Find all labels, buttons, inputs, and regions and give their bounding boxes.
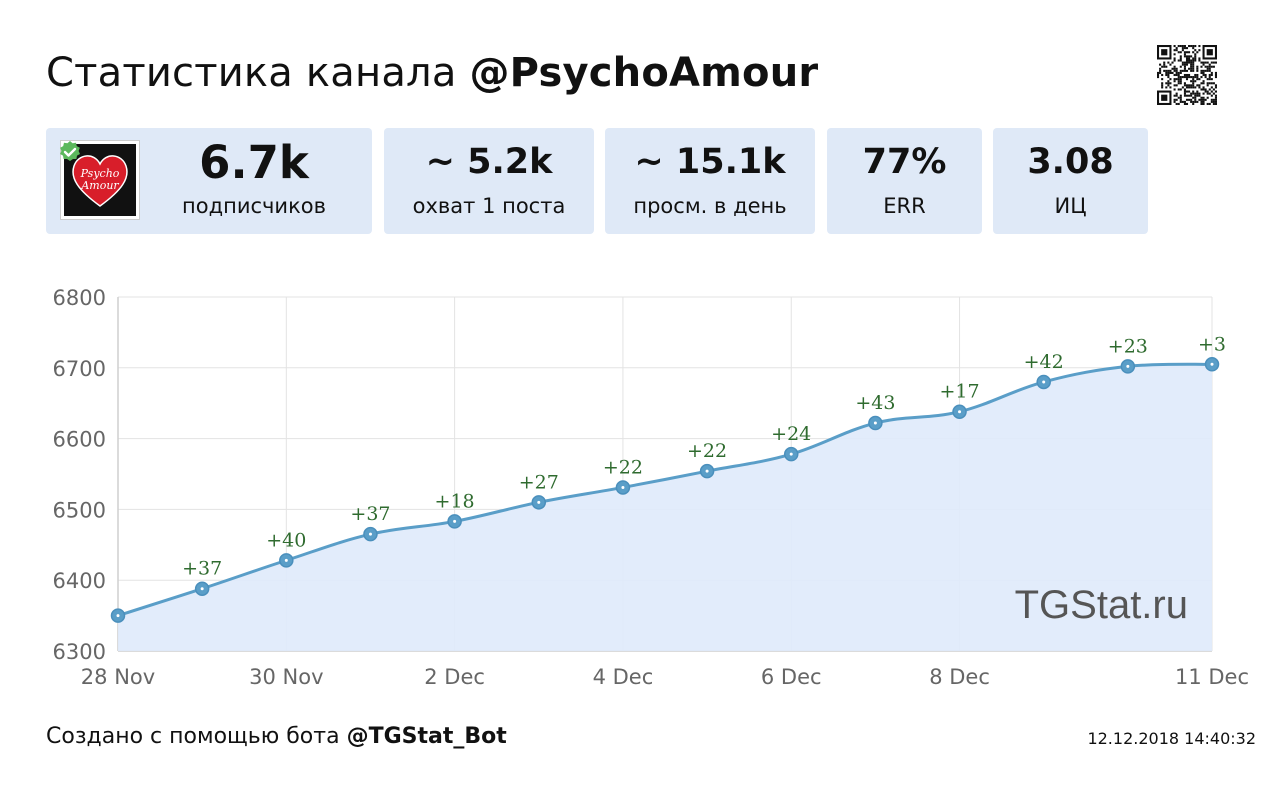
stat-label: просм. в день [633, 194, 787, 218]
chart-area-fill [118, 364, 1212, 651]
data-point-center [873, 421, 877, 425]
stat-value: ~ 5.2k [425, 142, 553, 182]
y-tick-label: 6300 [53, 640, 106, 664]
stat-card-reach: ~ 5.2k охват 1 поста [384, 128, 594, 234]
title-prefix: Статистика канала [46, 50, 470, 96]
avatar: Psycho Amour [60, 140, 140, 220]
data-label: +22 [603, 456, 643, 478]
data-label: +42 [1024, 351, 1064, 373]
data-point-center [453, 519, 457, 523]
chart-points [110, 357, 1220, 623]
data-point-center [116, 614, 120, 618]
data-point-center [200, 587, 204, 591]
data-point-center [705, 469, 709, 473]
data-point-center [284, 558, 288, 562]
avatar-text-line2: Amour [80, 179, 119, 192]
data-label: +17 [939, 381, 979, 403]
data-label: +37 [350, 503, 390, 525]
data-label: +18 [435, 490, 475, 512]
data-point-center [1126, 364, 1130, 368]
channel-handle: @PsychoAmour [469, 50, 819, 96]
data-label: +3 [1198, 333, 1226, 355]
x-tick-label: 28 Nov [81, 665, 155, 689]
chart-series-line [117, 362, 1213, 618]
data-point-center [958, 410, 962, 414]
chart-x-ticks: 28 Nov 30 Nov 2 Dec 4 Dec 6 Dec 8 Dec 11 Dec [81, 665, 1249, 689]
data-point-center [1210, 362, 1214, 366]
page-title: Статистика канала @PsychoAmour [46, 50, 818, 96]
data-label: +22 [687, 440, 727, 462]
stat-value: 77% [862, 142, 947, 182]
y-tick-label: 6500 [53, 498, 106, 522]
timestamp: 12.12.2018 14:40:32 [1087, 729, 1256, 748]
y-tick-label: 6400 [53, 569, 106, 593]
stat-label: ERR [883, 194, 926, 218]
data-label: +23 [1108, 335, 1148, 357]
x-tick-label: 6 Dec [761, 665, 822, 689]
stat-value: 3.08 [1027, 142, 1114, 182]
data-point-center [1042, 380, 1046, 384]
footer-credit: Создано с помощью бота @TGStat_Bot [46, 724, 507, 749]
data-label: +40 [266, 529, 306, 551]
data-label: +37 [182, 558, 222, 580]
stat-label: охват 1 поста [412, 194, 566, 218]
y-tick-label: 6700 [53, 357, 106, 381]
data-label: +24 [771, 423, 811, 445]
y-tick-label: 6800 [53, 286, 106, 310]
x-tick-label: 4 Dec [593, 665, 654, 689]
x-tick-label: 30 Nov [249, 665, 323, 689]
chart-watermark: TGStat.ru [1015, 583, 1188, 627]
stat-value: 6.7k [199, 136, 309, 189]
x-tick-label: 11 Dec [1175, 665, 1249, 689]
stat-card-err: 77% ERR [827, 128, 982, 234]
data-label: +43 [855, 392, 895, 414]
chart-data-labels: +37 +40 +37 +18 +27 +22 +22 +24 +43 +17 +42 +23 +3 [182, 333, 1226, 579]
y-tick-label: 6600 [53, 428, 106, 452]
x-tick-label: 8 Dec [929, 665, 990, 689]
stat-label: подписчиков [182, 194, 326, 218]
stat-card-daily-views: ~ 15.1k просм. в день [605, 128, 815, 234]
data-point-center [368, 532, 372, 536]
qr-code-icon [1157, 45, 1217, 105]
stat-value: ~ 15.1k [634, 142, 786, 182]
stat-card-citation-index: 3.08 ИЦ [993, 128, 1148, 234]
avatar-text-line1: Psycho [80, 167, 120, 180]
stat-label: ИЦ [1054, 194, 1087, 218]
verified-check-icon [60, 141, 80, 161]
data-point-center [789, 452, 793, 456]
data-label: +27 [519, 471, 559, 493]
data-point-center [621, 485, 625, 489]
footer-bot-link[interactable]: @TGStat_Bot [346, 724, 507, 749]
x-tick-label: 2 Dec [424, 665, 485, 689]
heart-logo-icon: Psycho Amour [64, 144, 136, 216]
footer-prefix: Создано с помощью бота [46, 724, 347, 749]
chart-y-ticks: 6300 6400 6500 6600 6700 6800 [53, 286, 106, 664]
data-point-center [537, 500, 541, 504]
